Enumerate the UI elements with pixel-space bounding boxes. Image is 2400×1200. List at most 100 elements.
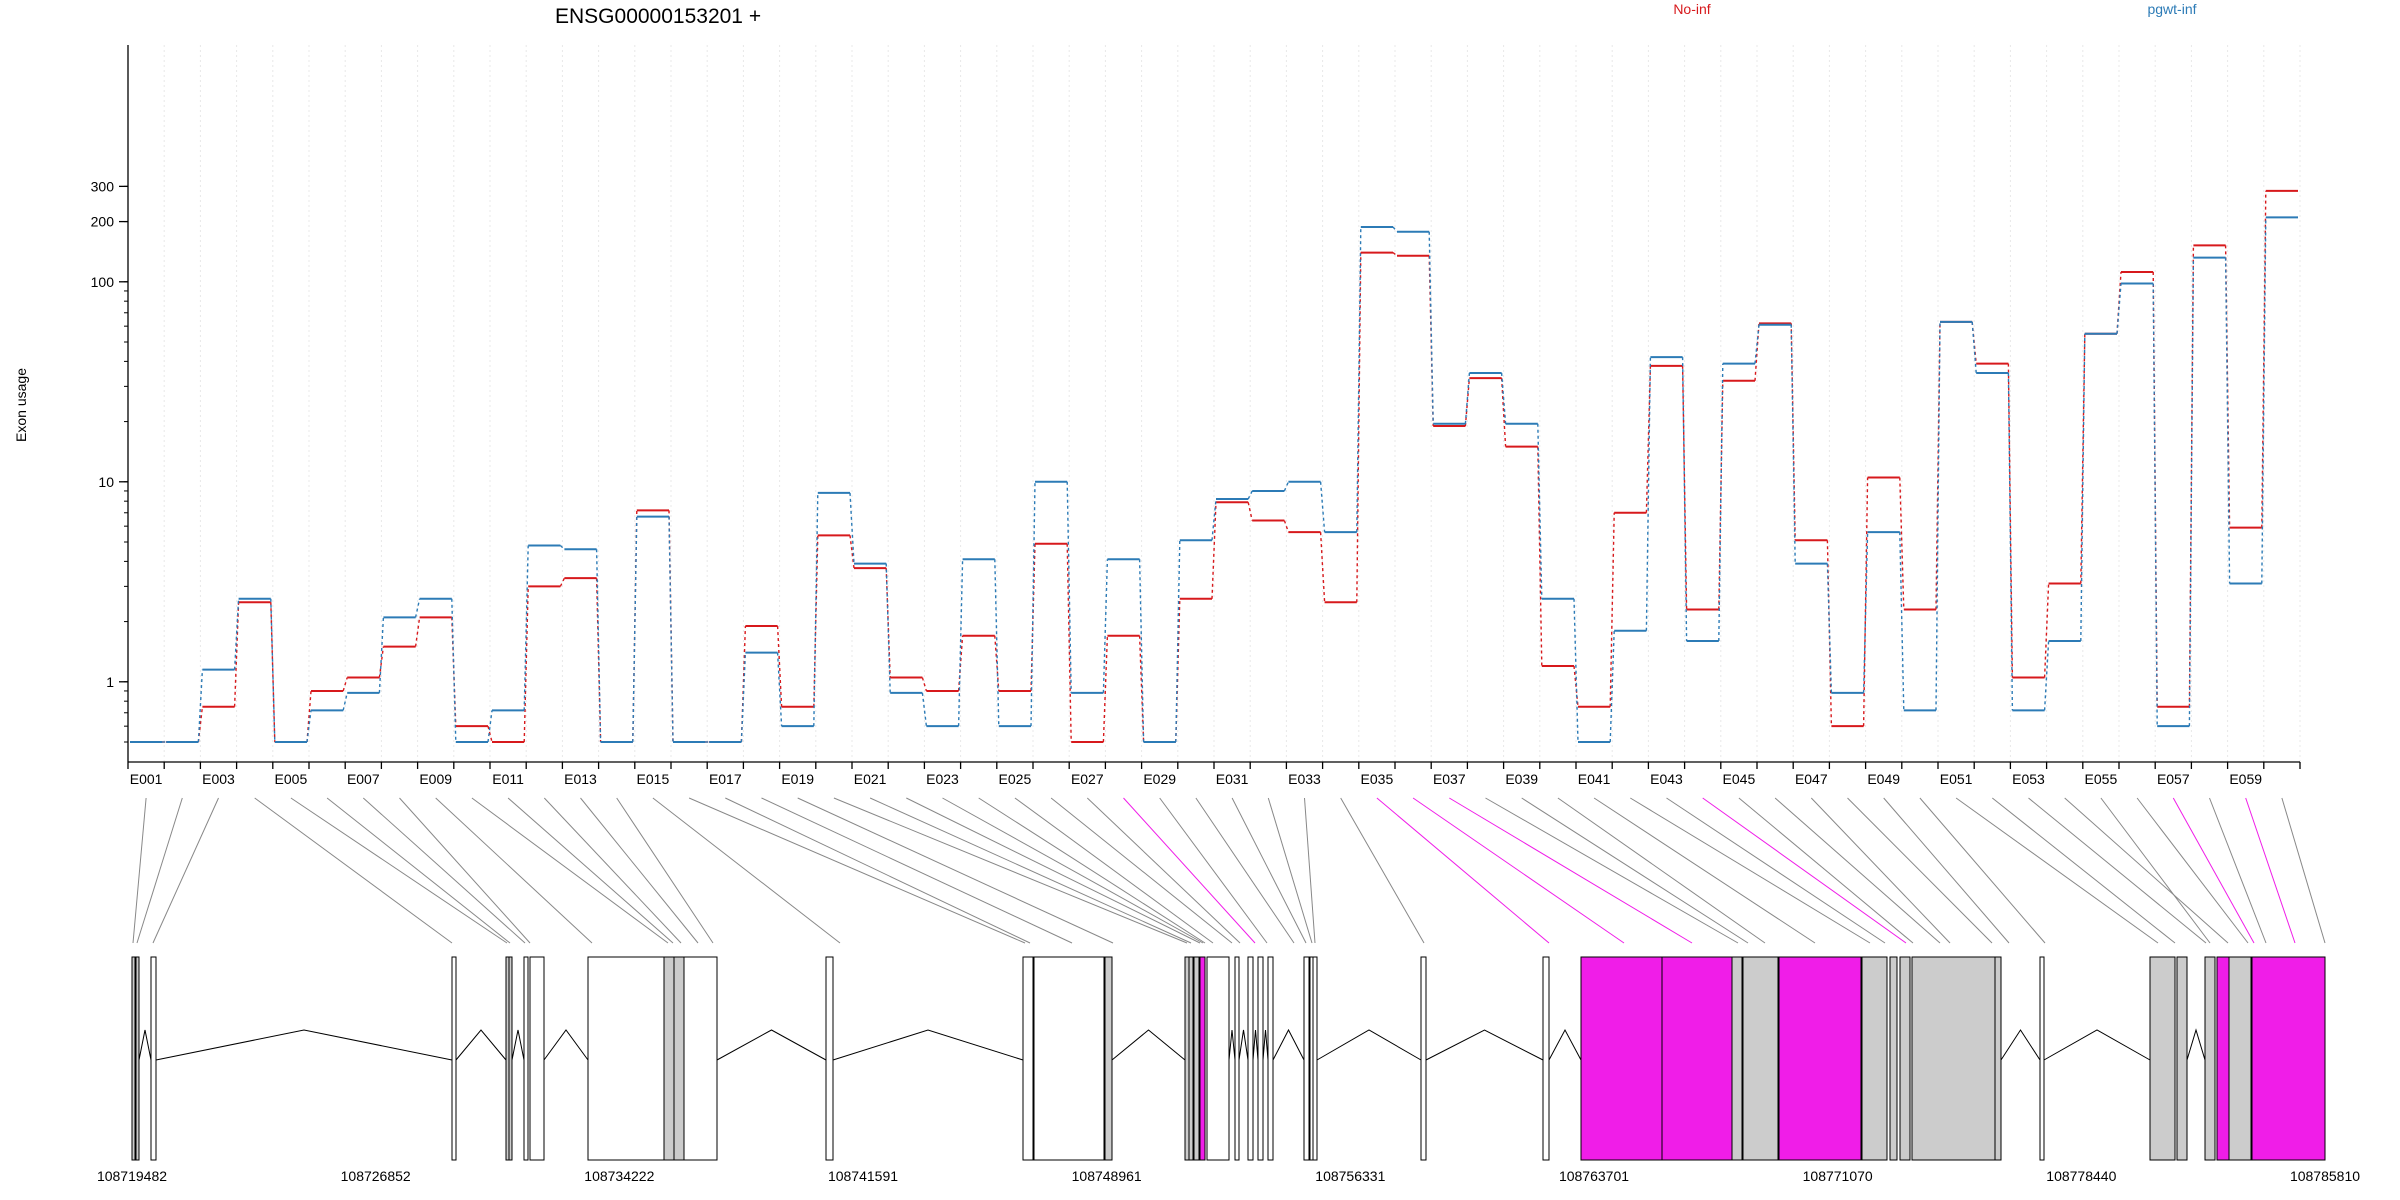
series-connector [1428, 231, 1434, 424]
exon-connector [1195, 797, 1295, 944]
genome-tick-label: 108785810 [2290, 1168, 2360, 1184]
x-tick-label: E033 [1288, 771, 1321, 787]
exon-box [1104, 956, 1113, 1161]
series-connector [2152, 283, 2158, 727]
y-tick-label: 100 [91, 274, 115, 290]
exon-connector [1159, 797, 1268, 944]
exon-box [1994, 956, 2002, 1161]
exon-connector [1702, 797, 1907, 944]
series-connector [668, 516, 674, 743]
exon-connector [833, 797, 1188, 944]
series-connector [1500, 372, 1507, 424]
intron-line [1228, 1029, 1236, 1061]
exon-box [1303, 956, 1310, 1161]
series-connector [1681, 365, 1688, 610]
genome-tick-label: 108748961 [1072, 1168, 1142, 1184]
exon-box [1267, 956, 1274, 1161]
exon-connector [152, 797, 219, 944]
exon-box [1542, 956, 1550, 1161]
exon-box [1206, 956, 1230, 1161]
exon-box [1033, 956, 1105, 1161]
exon-connector [1412, 797, 1625, 944]
x-tick-label: E045 [1723, 771, 1756, 787]
exon-box [1661, 956, 1733, 1161]
exon-connector [1557, 797, 1766, 944]
series-connector [1537, 423, 1543, 599]
x-tick-label: E041 [1578, 771, 1611, 787]
series-connector [559, 545, 565, 550]
x-tick-label: E025 [999, 771, 1032, 787]
series-connector [1283, 481, 1290, 492]
exon-box [2251, 956, 2326, 1161]
series-connector [2188, 245, 2195, 707]
series-connector [197, 669, 204, 743]
exon-box [1199, 956, 1206, 1161]
exon-connector [2281, 797, 2326, 944]
x-tick-label: E021 [854, 771, 887, 787]
x-tick-label: E057 [2157, 771, 2190, 787]
exon-connector [1485, 797, 1739, 944]
exon-box [135, 956, 140, 1161]
x-tick-label: E019 [781, 771, 814, 787]
genome-tick-label: 108763701 [1559, 1168, 1629, 1184]
legend-no-inf: No-inf [1673, 1, 1710, 17]
series-connector [559, 577, 566, 587]
exon-connector [543, 797, 682, 944]
intron-line [1252, 1029, 1259, 1061]
series-pgwt-inf [130, 216, 2298, 743]
genome-tick-label: 108741591 [828, 1168, 898, 1184]
exon-connector [797, 797, 1114, 944]
exon-connector [399, 797, 531, 944]
exon-connector [362, 797, 526, 944]
series-connector [306, 710, 312, 743]
series-connector [813, 535, 819, 707]
series-connector [1609, 630, 1615, 743]
exon-connector [1376, 797, 1550, 944]
exon-connector [616, 797, 714, 944]
exon-box [1193, 956, 1200, 1161]
exon-connector [1919, 797, 2046, 944]
series-connector [849, 492, 855, 564]
series-connector [1392, 226, 1398, 233]
x-tick-label: E049 [1867, 771, 1900, 787]
exon-connector [290, 797, 508, 944]
series-connector [1971, 321, 1977, 374]
exon-box [587, 956, 666, 1161]
y-tick-label: 1 [106, 674, 114, 690]
exon-connector [1774, 797, 1941, 944]
exon-connector [1630, 797, 1871, 944]
exon-connector [1014, 797, 1214, 944]
exon-box [683, 956, 718, 1161]
series-connector [342, 677, 348, 692]
exon-box [1731, 956, 1743, 1161]
x-tick-label: E043 [1650, 771, 1683, 787]
genome-tick-label: 108734222 [584, 1168, 654, 1184]
x-tick-label: E035 [1361, 771, 1394, 787]
genome-tick-label: 108726852 [341, 1168, 411, 1184]
series-connector [378, 646, 385, 678]
x-tick-label: E005 [275, 771, 308, 787]
exon-connector [1304, 797, 1316, 944]
y-axis: 1 10 100 200 300 [91, 45, 129, 762]
exon-connector [869, 797, 1192, 944]
series-connector [1645, 357, 1652, 631]
exon-connector [2100, 797, 2211, 944]
intron-line [455, 1029, 507, 1061]
x-tick-label: E039 [1505, 771, 1538, 787]
exon-box [1889, 956, 1898, 1161]
exon-box [2216, 956, 2230, 1161]
series-connector [1030, 481, 1036, 727]
exon-box [2149, 956, 2176, 1161]
x-tick-label: E009 [419, 771, 452, 787]
genome-tick-label: 108756331 [1315, 1168, 1385, 1184]
series-connector [2224, 257, 2231, 584]
x-tick-label: E059 [2229, 771, 2262, 787]
genome-tick-label: 108719482 [97, 1168, 167, 1184]
chart-title: ENSG00000153201 + [555, 5, 761, 28]
exon-box [529, 956, 545, 1161]
series-connector [813, 492, 819, 727]
exon-connector [1847, 797, 1993, 944]
series-connector [487, 725, 493, 743]
series-connector [1537, 446, 1543, 666]
series-connector [1356, 226, 1362, 533]
